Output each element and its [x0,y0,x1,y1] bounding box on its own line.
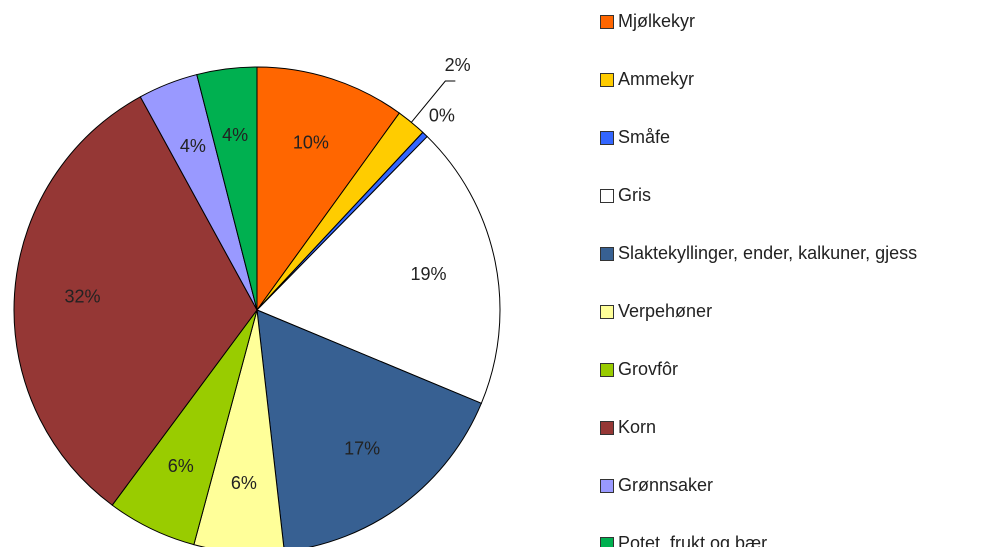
pie-slice [13,96,258,506]
data-label: 19% [410,264,446,284]
legend-item: Potet, frukt og bær [600,532,960,547]
legend-swatch [600,363,614,377]
legend-swatch [600,73,614,87]
data-label: 10% [293,132,329,152]
pie-slice [256,66,401,312]
legend-swatch [600,189,614,203]
legend-item: Grønnsaker [600,474,960,496]
legend-label: Slaktekyllinger, ender, kalkuner, gjess [618,243,918,263]
legend-swatch [600,537,614,547]
legend-label: Korn [618,417,657,437]
legend-swatch [600,15,614,29]
legend-label: Småfe [618,127,671,147]
legend-item: Korn [600,416,960,438]
legend-swatch [600,479,614,493]
legend-label: Verpehøner [618,301,713,321]
legend-item: Ammekyr [600,68,960,90]
data-label: 2% [445,55,471,75]
legend-item: Småfe [600,126,960,148]
data-label: 6% [168,456,194,476]
data-label: 32% [64,287,100,307]
legend-label: Grønnsaker [618,475,714,495]
legend-item: Verpehøner [600,300,960,322]
legend-swatch [600,131,614,145]
leader-line [410,80,456,123]
legend-label: Ammekyr [618,69,694,89]
pie-slice [256,135,501,404]
legend-item: Mjølkekyr [600,10,960,32]
data-label: 6% [231,473,257,493]
data-label: 0% [429,106,455,126]
legend-label: Potet, frukt og bær [618,533,768,547]
data-label: 4% [222,125,248,145]
legend-item: Slaktekyllinger, ender, kalkuner, gjess [600,242,960,264]
legend-item: Grovfôr [600,358,960,380]
legend-swatch [600,247,614,261]
data-label: 17% [344,439,380,459]
legend-label: Grovfôr [618,359,679,379]
legend-swatch [600,421,614,435]
legend-item: Gris [600,184,960,206]
legend-label: Mjølkekyr [618,11,695,31]
legend-label: Gris [618,185,651,205]
pie-slice [256,309,483,547]
data-label: 4% [180,136,206,156]
pie-slice [196,66,258,311]
legend-swatch [600,305,614,319]
